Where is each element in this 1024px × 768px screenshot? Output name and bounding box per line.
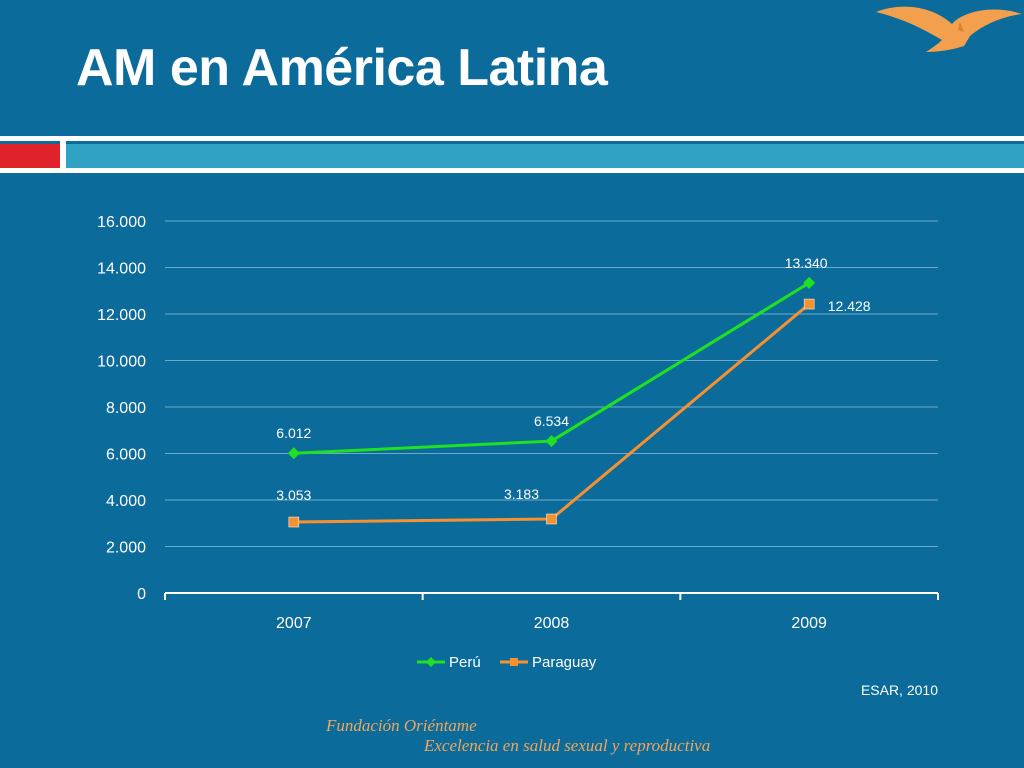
- x-tick-label: 2009: [791, 615, 827, 632]
- footer-tagline: Excelencia en salud sexual y reproductiv…: [424, 736, 711, 755]
- data-label: 13.340: [785, 255, 828, 271]
- x-tick-label: 2007: [276, 615, 312, 632]
- y-tick-label: 14.000: [97, 261, 146, 278]
- x-tick-label: 2008: [534, 615, 570, 632]
- data-label: 6.012: [276, 425, 311, 441]
- slide-title: AM en América Latina: [76, 39, 608, 97]
- legend-marker-paraguay: [510, 658, 518, 666]
- seagull-logo-icon: [876, 6, 1022, 53]
- data-point-paraguay: [546, 513, 557, 525]
- legend-marker-peru: [426, 657, 436, 667]
- header-divider: [0, 136, 1024, 141]
- y-tick-label: 2.000: [106, 540, 146, 557]
- band-separator: [60, 141, 66, 171]
- accent-bar-red: [0, 144, 60, 168]
- y-tick-label: 4.000: [106, 493, 146, 510]
- header-divider-lower: [0, 168, 1024, 173]
- y-tick-label: 0: [137, 586, 146, 603]
- source-note: ESAR, 2010: [860, 682, 938, 698]
- y-tick-label: 10.000: [97, 354, 146, 371]
- y-tick-label: 12.000: [97, 307, 146, 324]
- y-tick-label: 8.000: [106, 400, 146, 417]
- legend-label-paraguay: Paraguay: [532, 654, 597, 671]
- data-label: 3.183: [504, 486, 539, 502]
- data-label: 3.053: [276, 487, 311, 503]
- data-point-paraguay: [803, 298, 815, 310]
- data-point-peru: [287, 447, 300, 460]
- accent-bar-teal: [66, 144, 1024, 168]
- y-tick-label: 6.000: [106, 447, 146, 464]
- data-point-peru: [803, 276, 816, 289]
- data-label: 6.534: [534, 413, 569, 429]
- footer-organization: Fundación Oriéntame: [326, 716, 477, 735]
- legend-label-peru: Perú: [449, 654, 481, 671]
- data-point-peru: [545, 435, 558, 448]
- data-label: 12.428: [828, 298, 871, 314]
- y-tick-label: 16.000: [97, 214, 146, 231]
- data-point-paraguay: [288, 516, 300, 528]
